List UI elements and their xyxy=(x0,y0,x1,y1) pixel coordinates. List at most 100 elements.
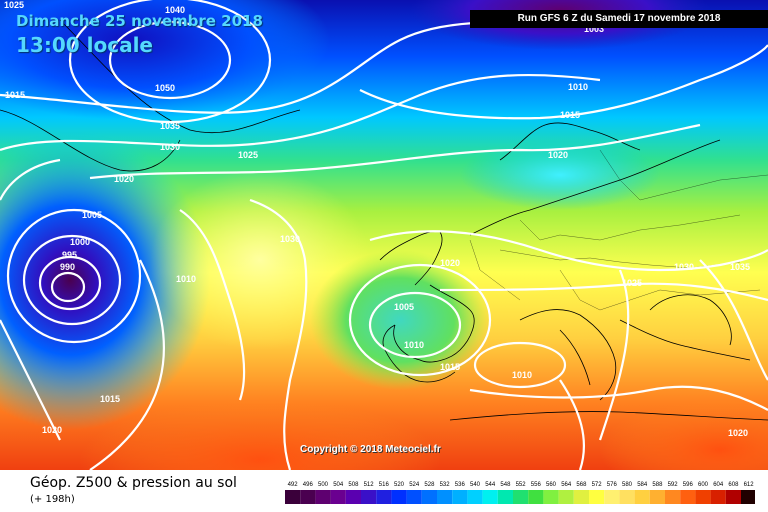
legend-value: 592 xyxy=(668,482,679,488)
legend-swatch xyxy=(528,490,544,504)
isobar-label: 995 xyxy=(62,250,77,260)
legend-value: 576 xyxy=(607,482,618,488)
legend-swatch xyxy=(452,490,468,504)
legend-swatch xyxy=(437,490,453,504)
isobar-label: 1035 xyxy=(160,121,180,131)
isobar-labels: 1025 1040 1050 1015 1035 1030 1025 1020 … xyxy=(4,0,750,438)
legend-value: 496 xyxy=(303,482,314,488)
legend-swatch xyxy=(665,490,681,504)
legend-value: 596 xyxy=(683,482,694,488)
legend-swatch xyxy=(285,490,301,504)
legend-swatch xyxy=(406,490,422,504)
legend-swatch xyxy=(649,490,665,504)
legend-swatch xyxy=(619,490,635,504)
isobar-label: 1010 xyxy=(176,274,196,284)
isobar-label: 1005 xyxy=(82,210,102,220)
isobar-label: 1020 xyxy=(114,174,134,184)
legend-value: 540 xyxy=(470,482,481,488)
legend-swatch xyxy=(300,490,316,504)
weather-map: 1025 1040 1050 1015 1035 1030 1025 1020 … xyxy=(0,0,768,470)
legend-swatch xyxy=(482,490,498,504)
legend-value: 516 xyxy=(379,482,390,488)
isobar-label: 1003 xyxy=(584,24,604,34)
legend-value: 584 xyxy=(637,482,648,488)
legend-value: 536 xyxy=(455,482,466,488)
saharan-warm-area xyxy=(80,400,440,470)
isobar-label: 1030 xyxy=(280,234,300,244)
isobar-label: 990 xyxy=(60,262,75,272)
scandinavia-low-area xyxy=(460,140,660,210)
isobar-label: 1020 xyxy=(42,425,62,435)
legend-value: 580 xyxy=(622,482,633,488)
legend-swatch xyxy=(345,490,361,504)
legend-swatch xyxy=(513,490,529,504)
legend-swatch xyxy=(315,490,331,504)
legend-value: 552 xyxy=(516,482,527,488)
legend-value: 608 xyxy=(728,482,739,488)
isobar-label: 1050 xyxy=(155,83,175,93)
legend-swatch xyxy=(573,490,589,504)
forecast-time: 13:00 locale xyxy=(16,33,153,57)
legend-swatch xyxy=(604,490,620,504)
forecast-lead-time: (+ 198h) xyxy=(30,494,75,505)
legend-value: 588 xyxy=(652,482,663,488)
legend-value: 492 xyxy=(288,482,299,488)
isobar-label: 1025 xyxy=(4,0,24,10)
isobar-label: 1010 xyxy=(568,82,588,92)
legend-value: 520 xyxy=(394,482,405,488)
legend-value: 564 xyxy=(561,482,572,488)
legend-swatch xyxy=(634,490,650,504)
legend-value: 560 xyxy=(546,482,557,488)
legend-value: 600 xyxy=(698,482,709,488)
color-scale-legend: 492 496 500 504 508 512 516 520 524 528 532 536 540 5… xyxy=(285,482,755,504)
legend-value: 548 xyxy=(500,482,511,488)
legend-value: 544 xyxy=(485,482,496,488)
legend-swatch xyxy=(421,490,437,504)
atlantic-low-area xyxy=(0,130,210,430)
isobar-label: 1030 xyxy=(160,142,180,152)
isobar-label: 1015 xyxy=(100,394,120,404)
legend-swatch xyxy=(376,490,392,504)
isobar-label: 1015 xyxy=(560,110,580,120)
legend-swatch xyxy=(741,490,755,504)
isobars xyxy=(0,0,768,470)
legend-swatch xyxy=(589,490,605,504)
legend-swatch xyxy=(710,490,726,504)
copyright-text: Copyright © 2018 Meteociel.fr xyxy=(300,444,441,455)
legend-value: 612 xyxy=(744,482,755,488)
isobar-label: 1020 xyxy=(440,258,460,268)
legend-value: 508 xyxy=(348,482,359,488)
legend-value: 532 xyxy=(440,482,451,488)
isobar-label: 1010 xyxy=(512,370,532,380)
legend-swatch xyxy=(391,490,407,504)
legend-value: 604 xyxy=(713,482,724,488)
legend-value: 528 xyxy=(424,482,435,488)
isobar-label: 1040 xyxy=(165,5,185,15)
legend-value: 524 xyxy=(409,482,420,488)
isobar-label: 1000 xyxy=(70,237,90,247)
chart-title: Géop. Z500 & pression au sol xyxy=(30,475,237,491)
legend-swatch xyxy=(361,490,377,504)
isobar-label: 1005 xyxy=(394,302,414,312)
legend-swatch xyxy=(680,490,696,504)
isobar-label: 1025 xyxy=(622,278,642,288)
coastlines xyxy=(0,19,768,421)
isobar-label: 1030 xyxy=(674,262,694,272)
legend-value: 568 xyxy=(576,482,587,488)
forecast-date: Dimanche 25 novembre 2018 xyxy=(16,12,263,30)
isobar-label: 1020 xyxy=(728,428,748,438)
legend-value: 504 xyxy=(333,482,344,488)
legend-swatch xyxy=(543,490,559,504)
legend-value: 512 xyxy=(364,482,375,488)
legend-swatch xyxy=(558,490,574,504)
isobar-label: 1015 xyxy=(5,90,25,100)
legend-swatch xyxy=(725,490,741,504)
iberia-cutoff-low xyxy=(310,250,490,390)
legend-swatch xyxy=(467,490,483,504)
legend-swatch xyxy=(695,490,711,504)
legend-value: 572 xyxy=(592,482,603,488)
isobar-label: 1020 xyxy=(548,150,568,160)
country-borders xyxy=(469,149,768,311)
isobar-label: 1025 xyxy=(238,150,258,160)
isobar-label: 1035 xyxy=(730,262,750,272)
